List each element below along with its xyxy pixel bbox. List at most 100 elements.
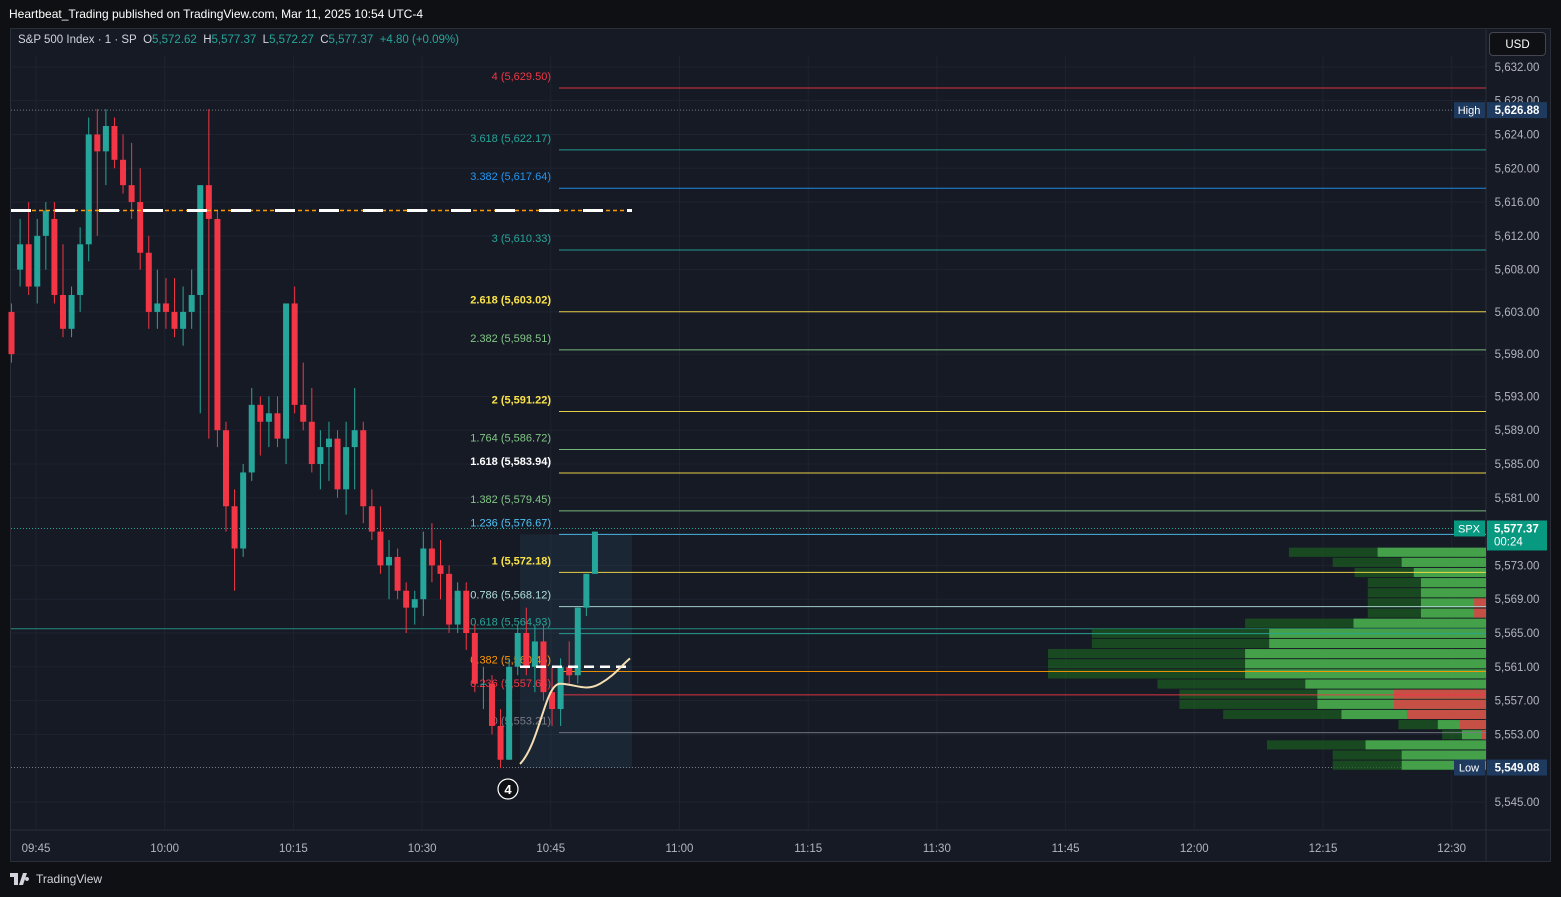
- fib-level-label: 0.618 (5,564.93): [470, 617, 551, 629]
- symbol-name: S&P 500 Index · 1 · SP: [18, 34, 137, 46]
- volume-profile-bar: [1245, 649, 1486, 659]
- tradingview-logo[interactable]: TradingView: [10, 872, 102, 886]
- low-value: 5,572.27: [269, 34, 314, 46]
- chart-pane[interactable]: [10, 28, 1551, 862]
- candle-body: [25, 244, 32, 287]
- price-axis[interactable]: 5,632.005,628.005,624.005,620.005,616.00…: [1495, 62, 1540, 809]
- time-tick-label: 11:15: [794, 843, 822, 855]
- volume-profile-bar: [1245, 659, 1486, 669]
- candle-body: [300, 404, 307, 422]
- low-badge-tag-bg: [1454, 759, 1485, 776]
- price-tick-label: 5,616.00: [1495, 197, 1540, 209]
- candle-body: [377, 531, 384, 566]
- candle-body: [162, 303, 169, 312]
- low-badge-tag: Low: [1459, 763, 1479, 775]
- candle-body: [334, 438, 341, 490]
- time-tick-label: 10:00: [150, 843, 179, 855]
- volume-profile-bar: [1481, 730, 1486, 740]
- moving-average-line: [519, 657, 631, 765]
- fib-level-label: 2 (5,591.22): [492, 394, 552, 406]
- time-tick-label: 11:45: [1052, 843, 1080, 855]
- price-tick-label: 5,620.00: [1495, 163, 1540, 175]
- publisher-text: Heartbeat_Trading published on TradingVi…: [9, 7, 424, 21]
- fib-level-label: 2.382 (5,598.51): [470, 333, 551, 345]
- fib-level-label: 2.618 (5,603.02): [470, 295, 551, 307]
- volume-profile-bar: [1245, 669, 1486, 679]
- candle-body: [274, 413, 281, 439]
- candle-body: [386, 556, 393, 566]
- candle-body: [583, 573, 590, 608]
- candle-body: [8, 311, 15, 355]
- price-tick-label: 5,581.00: [1495, 493, 1540, 505]
- candles: [8, 109, 598, 769]
- time-tick-label: 10:30: [408, 843, 437, 855]
- open-label: O: [143, 34, 153, 46]
- candle-body: [34, 235, 41, 287]
- wave-label-circle: [497, 778, 519, 800]
- price-tick-label: 5,632.00: [1495, 62, 1540, 74]
- high-badge-value: 5,626.88: [1495, 105, 1540, 117]
- candle-body: [368, 506, 375, 532]
- candle-body: [59, 295, 66, 329]
- fib-level-label: 1.618 (5,583.94): [470, 456, 551, 468]
- fib-level-label: 3.618 (5,622.17): [470, 133, 551, 145]
- price-tick-label: 5,557.00: [1495, 696, 1540, 708]
- high-value: 5,577.37: [211, 34, 257, 46]
- candle-body: [308, 421, 315, 464]
- volume-profile-bar: [1401, 750, 1486, 760]
- fib-level-label: 3.382 (5,617.64): [470, 171, 551, 183]
- candle-body: [454, 590, 461, 625]
- fib-level-label: 1.382 (5,579.45): [470, 494, 551, 506]
- volume-profile-bar: [1420, 598, 1486, 608]
- open-value: 5,572.62: [152, 34, 197, 46]
- close-label: C: [320, 34, 329, 46]
- fib-level-label: 0.786 (5,568.12): [470, 590, 551, 602]
- time-tick-label: 11:30: [923, 843, 951, 855]
- candle-body: [291, 303, 298, 405]
- candle-body: [471, 633, 478, 684]
- volume-profile-bar: [1401, 760, 1486, 770]
- candle-body: [531, 641, 538, 667]
- candle-body: [283, 303, 290, 439]
- price-tick-label: 5,565.00: [1495, 628, 1540, 640]
- volume-profile-bar: [1365, 740, 1486, 750]
- volume-profile-bar: [1474, 598, 1486, 608]
- volume-profile-bar: [1407, 709, 1486, 720]
- volume-profile-bar: [1420, 588, 1486, 598]
- price-tick-label: 5,612.00: [1495, 231, 1540, 243]
- candle-body: [265, 413, 272, 422]
- high-badge-value-bg: [1487, 102, 1547, 119]
- last-price-tag: SPX: [1458, 523, 1481, 535]
- fib-level-label: 4 (5,629.50): [492, 71, 551, 83]
- candle-body: [111, 126, 118, 160]
- annotations: 4: [11, 209, 632, 800]
- candle-body: [248, 404, 255, 473]
- candle-body: [488, 683, 495, 726]
- volume-profile-bar: [1459, 720, 1486, 730]
- fib-level-label: 1 (5,572.18): [492, 555, 552, 567]
- candle-body: [523, 633, 530, 667]
- fib-level-label: 3 (5,610.33): [492, 233, 551, 245]
- candle-body: [197, 185, 204, 295]
- candle-body: [446, 573, 453, 625]
- time-axis[interactable]: 09:45 10:00 10:15 10:30 10:45 11:00 11:15 11:30…: [22, 843, 1466, 855]
- price-tick-label: 5,598.00: [1495, 349, 1540, 361]
- symbol-legend[interactable]: S&P 500 Index · 1 · SP O5,572.62 H5,577.…: [18, 34, 459, 46]
- candle-body: [566, 666, 573, 676]
- time-tick-label: 10:45: [536, 843, 565, 855]
- candle-body: [120, 159, 127, 186]
- candle-body: [137, 202, 144, 253]
- price-tick-label: 5,561.00: [1495, 662, 1540, 674]
- candle-body: [428, 548, 435, 566]
- candle-body: [325, 438, 332, 448]
- candle-body: [403, 590, 410, 608]
- candle-body: [497, 725, 504, 760]
- candle-body: [549, 692, 556, 710]
- time-tick-label: 12:00: [1180, 843, 1209, 855]
- candle-body: [231, 506, 238, 549]
- price-tick-label: 5,603.00: [1495, 307, 1540, 319]
- low-badge-value: 5,549.08: [1495, 763, 1540, 775]
- currency-button[interactable]: USD: [1489, 32, 1546, 56]
- candle-body: [42, 210, 49, 236]
